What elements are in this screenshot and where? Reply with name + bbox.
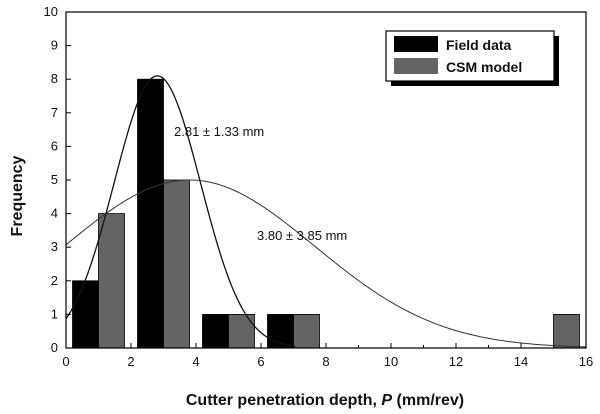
y-tick-label: 6 (51, 138, 58, 153)
legend-label-field-data: Field data (446, 37, 512, 53)
x-tick-label: 0 (62, 354, 69, 369)
y-tick-label: 5 (51, 172, 58, 187)
field-data-fit-curve (65, 75, 296, 347)
csm-model-bar (293, 313, 320, 349)
y-tick-label: 2 (51, 273, 58, 288)
field-data-bar (72, 280, 99, 349)
x-tick-label: 4 (192, 354, 199, 369)
y-axis-title: Frequency (9, 155, 26, 236)
x-axis-ticks: 0 2 4 6 8 10 12 14 16 (62, 343, 593, 369)
field-data-bar (137, 78, 164, 349)
csm-fit-annotation: 3.80 ± 3.85 mm (257, 228, 347, 243)
legend-swatch-field-data (394, 36, 438, 52)
field-data-bar (202, 313, 229, 349)
csm-model-bar (553, 313, 580, 349)
x-axis-title: Cutter penetration depth, P (mm/rev) (186, 392, 464, 409)
y-tick-label: 3 (51, 239, 58, 254)
y-tick-label: 1 (51, 306, 58, 321)
x-tick-label: 8 (322, 354, 329, 369)
y-tick-label: 7 (51, 105, 58, 120)
x-tick-label: 2 (127, 354, 134, 369)
csm-model-bar (228, 313, 255, 349)
legend-label-csm-model: CSM model (446, 59, 522, 75)
csm-model-bar (163, 179, 190, 349)
x-tick-label: 12 (449, 354, 463, 369)
field-data-bar (267, 313, 294, 349)
field-fit-annotation: 2.81 ± 1.33 mm (174, 124, 264, 139)
x-tick-label: 14 (514, 354, 528, 369)
legend-swatch-csm-model (394, 58, 438, 74)
x-tick-label: 10 (384, 354, 398, 369)
x-tick-label: 6 (257, 354, 264, 369)
y-tick-label: 4 (51, 206, 58, 221)
y-tick-label: 8 (51, 71, 58, 86)
y-tick-label: 0 (51, 340, 58, 355)
csm-model-bar (98, 213, 125, 349)
y-tick-label: 9 (51, 38, 58, 53)
csm-model-fit-curve (65, 179, 587, 348)
fit-curves-layer (65, 75, 587, 348)
x-tick-label: 16 (579, 354, 593, 369)
legend: Field data CSM model (385, 30, 559, 86)
y-tick-label: 10 (44, 4, 58, 19)
bars-layer (72, 78, 580, 349)
y-axis-ticks: 0 1 2 3 4 5 6 7 8 9 10 (44, 4, 71, 355)
